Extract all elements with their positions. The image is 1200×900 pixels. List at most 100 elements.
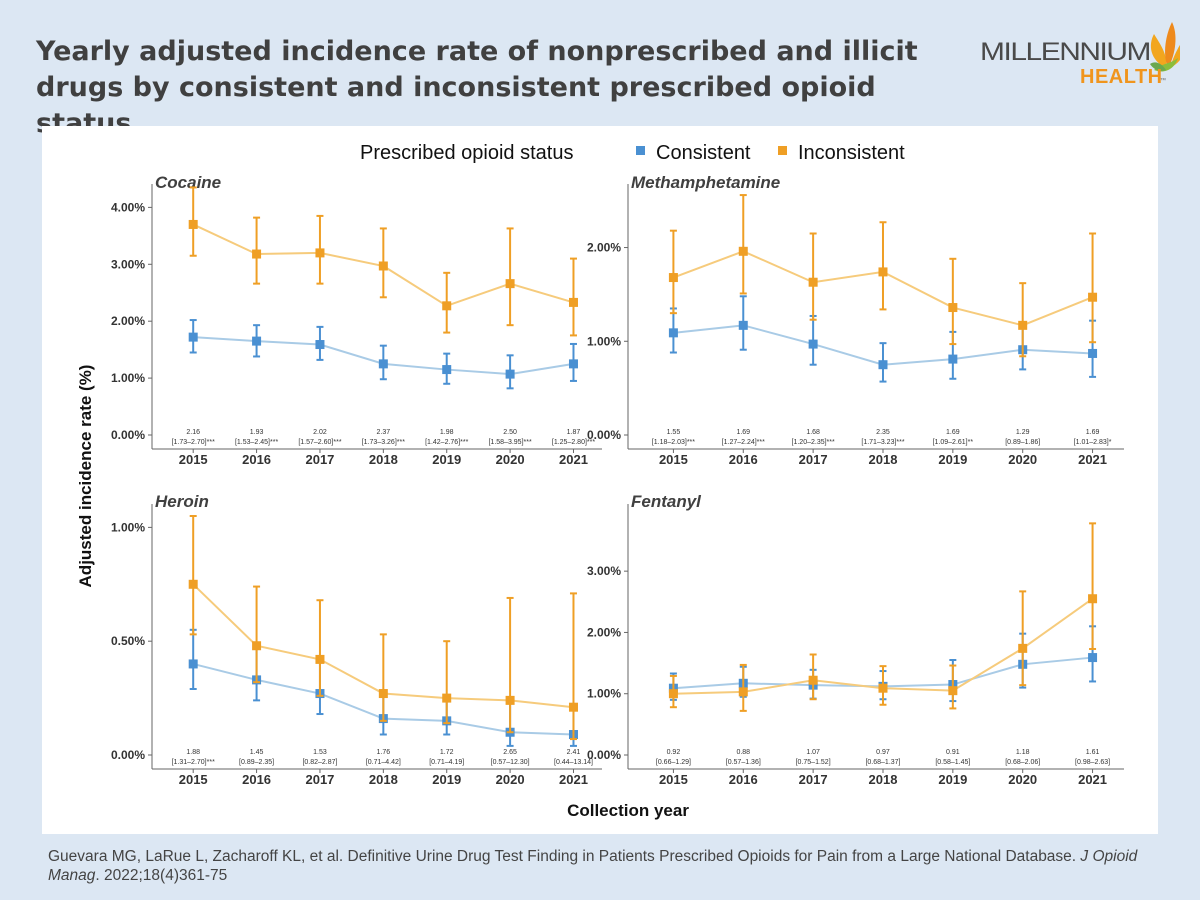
ratio-label: 2.35 <box>876 429 890 436</box>
ci-label: [0.44–13.14] <box>554 759 593 766</box>
error-bar-inconsistent <box>739 194 747 295</box>
x-tick-label: 2016 <box>729 772 758 787</box>
ratio-label: 1.55 <box>667 429 681 436</box>
y-tick-label: 2.00% <box>111 314 145 328</box>
data-point-inconsistent <box>188 219 198 229</box>
logo-graphic: MILLENNIUM HEALTH ™ <box>980 22 1187 88</box>
error-bar-inconsistent <box>1019 590 1027 687</box>
y-tick-label: 0.00% <box>111 748 145 762</box>
error-bar-inconsistent <box>443 640 451 725</box>
data-point-inconsistent <box>568 297 578 307</box>
y-tick-label: 1.00% <box>587 687 621 701</box>
data-point-inconsistent <box>378 261 388 271</box>
x-tick-label: 2020 <box>1008 452 1037 467</box>
citation-details: . 2022;18(4)361-75 <box>95 867 228 884</box>
ratio-label: 1.69 <box>1086 429 1100 436</box>
millennium-health-logo: MILLENNIUM HEALTH ™ <box>980 20 1187 90</box>
data-point-inconsistent <box>378 689 388 699</box>
data-point-inconsistent <box>948 303 958 313</box>
citation-authors: Guevara MG, LaRue L, Zacharoff KL, et al… <box>48 848 1081 865</box>
y-tick-label: 0.00% <box>587 748 621 762</box>
data-point-inconsistent <box>188 579 198 589</box>
ratio-label: 2.37 <box>377 429 391 436</box>
error-bar-inconsistent <box>506 227 514 327</box>
ratio-label: 2.65 <box>503 749 517 756</box>
ratio-label: 2.16 <box>186 429 200 436</box>
error-bar-inconsistent <box>669 229 677 315</box>
y-tick-label: 0.00% <box>587 428 621 442</box>
y-tick-label: 0.00% <box>111 428 145 442</box>
data-point-consistent <box>188 659 198 669</box>
data-point-consistent <box>948 354 958 364</box>
panel-fentanyl: Fentanyl 0.00% 1.00% 2.00% 3.00% 2015 0.92 [0.6… <box>587 492 1124 787</box>
data-point-consistent <box>505 369 515 379</box>
y-axis-label: Adjusted incidence rate (%) <box>76 365 95 588</box>
panel-title: Cocaine <box>155 173 221 192</box>
data-point-inconsistent <box>738 246 748 256</box>
error-bar-inconsistent <box>879 221 887 311</box>
error-bar-inconsistent <box>506 596 514 734</box>
ci-label: [0.89–1.86] <box>1005 439 1040 446</box>
ratio-label: 2.41 <box>567 749 581 756</box>
ratio-label: 1.53 <box>313 749 327 756</box>
y-tick-label: 2.00% <box>587 241 621 255</box>
ratio-label: 1.07 <box>806 749 820 756</box>
legend-label-consistent: Consistent <box>656 142 751 164</box>
data-point-consistent <box>188 332 198 342</box>
x-tick-label: 2021 <box>559 772 588 787</box>
x-tick-label: 2021 <box>559 452 588 467</box>
ci-label: [1.25–2.80]*** <box>552 439 595 446</box>
x-tick-label: 2019 <box>432 772 461 787</box>
ratio-label: 1.88 <box>186 749 200 756</box>
x-tick-label: 2021 <box>1078 772 1107 787</box>
ci-label: [1.09–2.61]** <box>933 439 974 446</box>
error-bar-inconsistent <box>1089 232 1097 344</box>
data-point-inconsistent <box>442 301 452 311</box>
data-point-consistent <box>808 339 818 349</box>
ci-label: [0.82–2.87] <box>302 759 337 766</box>
y-tick-label: 1.00% <box>111 371 145 385</box>
panel-cocaine: Cocaine 0.00% 1.00% 2.00% 3.00% 4.00% 2015 2.16… <box>111 173 602 467</box>
x-tick-label: 2016 <box>242 452 271 467</box>
data-point-consistent <box>1088 348 1098 358</box>
ci-label: [0.57–12.30] <box>491 759 530 766</box>
y-tick-label: 3.00% <box>587 564 621 578</box>
data-point-inconsistent <box>315 248 325 258</box>
x-tick-label: 2021 <box>1078 452 1107 467</box>
x-tick-label: 2017 <box>305 452 334 467</box>
x-tick-label: 2017 <box>799 772 828 787</box>
x-tick-label: 2015 <box>179 452 208 467</box>
ci-label: [1.20–2.35]*** <box>792 439 835 446</box>
ratio-label: 2.50 <box>503 429 517 436</box>
data-point-inconsistent <box>252 249 262 259</box>
ci-label: [1.31–2.70]*** <box>172 759 215 766</box>
leaf-icon <box>1150 22 1187 72</box>
error-bar-inconsistent <box>189 515 197 636</box>
data-point-consistent <box>378 359 388 369</box>
ci-label: [0.57–1.36] <box>726 759 761 766</box>
panel-heroin: Heroin 0.00% 0.50% 1.00% 2015 1.88 [1.31–2.70]… <box>111 492 602 787</box>
ratio-label: 1.45 <box>250 749 264 756</box>
x-tick-label: 2018 <box>869 772 898 787</box>
y-tick-label: 2.00% <box>587 625 621 639</box>
data-point-consistent <box>442 365 452 375</box>
logo-text-health: HEALTH <box>1080 66 1163 88</box>
error-bar-inconsistent <box>569 592 577 741</box>
data-point-consistent <box>568 359 578 369</box>
legend-marker-consistent <box>636 146 645 155</box>
legend-title: Prescribed opioid status <box>360 142 573 164</box>
data-point-inconsistent <box>1088 292 1098 302</box>
ci-label: [0.98–2.63] <box>1075 759 1110 766</box>
y-tick-label: 1.00% <box>587 334 621 348</box>
citation: Guevara MG, LaRue L, Zacharoff KL, et al… <box>48 847 1168 885</box>
ratio-label: 1.18 <box>1016 749 1030 756</box>
ci-label: [0.66–1.29] <box>656 759 691 766</box>
x-tick-label: 2018 <box>369 452 398 467</box>
panel-methamphetamine: Methamphetamine 0.00% 1.00% 2.00% 2015 1.55 [1… <box>587 173 1124 467</box>
citation-journal: J Opioid Manag <box>48 848 1138 884</box>
ci-label: [1.58–3.95]*** <box>488 439 531 446</box>
ci-label: [0.68–2.06] <box>1005 759 1040 766</box>
x-axis-label: Collection year <box>567 801 689 820</box>
x-tick-label: 2015 <box>659 772 688 787</box>
ratio-label: 0.88 <box>736 749 750 756</box>
